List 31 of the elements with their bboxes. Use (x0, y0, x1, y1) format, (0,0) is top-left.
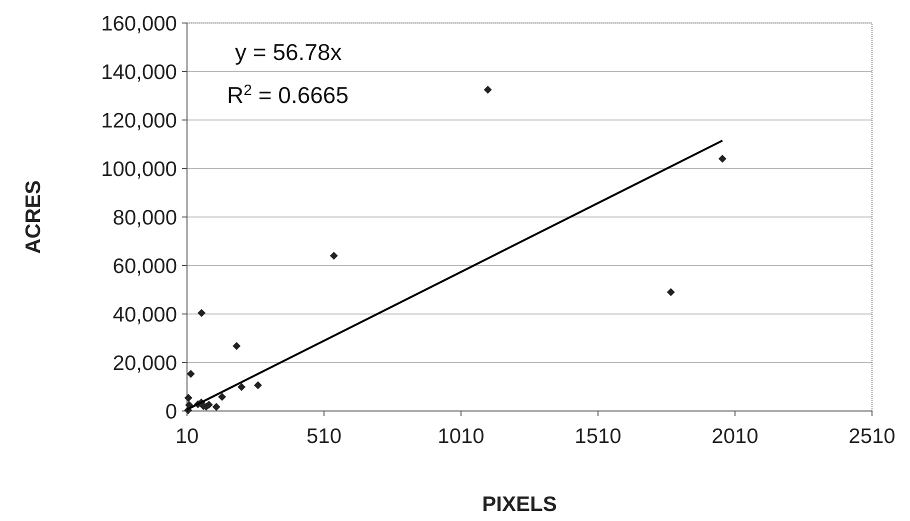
point (212, 402, 220, 411)
point (484, 86, 492, 94)
point (198, 309, 206, 318)
y-tick-label: 40,000 (112, 303, 177, 326)
annotation: R$^{2}$ = 0.6665 (227, 82, 348, 108)
point (238, 382, 246, 391)
x-tick-label: 1010 (438, 425, 484, 448)
point (666, 288, 675, 296)
point (254, 381, 262, 390)
point (186, 370, 195, 378)
x-tick-label: 510 (306, 425, 342, 448)
y-tick-label: 100,000 (101, 158, 177, 181)
point (718, 154, 726, 163)
y-axis-title: ACRES (22, 180, 45, 254)
annotation: y = 56.78x (235, 39, 342, 65)
point (232, 342, 241, 350)
point (218, 392, 226, 401)
point (330, 252, 338, 260)
point (184, 394, 192, 402)
x-tick-label: 2510 (848, 425, 896, 448)
x-tick-label: 10 (175, 425, 199, 448)
y-tick-label: 160,000 (101, 12, 177, 36)
y-tick-label: 20,000 (112, 352, 177, 375)
y-tick-label: 0 (165, 400, 177, 424)
x-tick-label: 2010 (712, 425, 758, 448)
y-tick-label: 140,000 (101, 60, 177, 84)
y-tick-label: 120,000 (101, 109, 177, 132)
x-axis-title: PIXELS (482, 493, 557, 516)
x-tick-label: 1510 (574, 425, 622, 448)
y-tick-label: 60,000 (112, 254, 177, 278)
y-tick-label: 80,000 (112, 206, 177, 230)
